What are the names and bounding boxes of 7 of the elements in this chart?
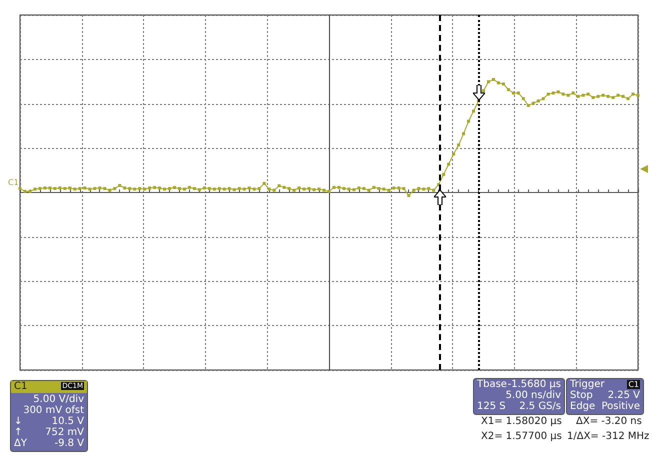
text: X2= 1.57700 µs	[481, 431, 562, 442]
text: C1	[8, 178, 19, 187]
text: ΔX= -3.20 ns	[576, 416, 642, 427]
timebase-panel: Tbase-1.5680 µs 5.00 ns/div 125 S 2.5 GS/s	[473, 378, 565, 415]
text: 1/ΔX= -312 MHz	[567, 431, 650, 442]
text: X1= 1.58020 µs	[481, 416, 562, 427]
trigger-panel: Trigger C1 Stop 2.25 V Edge Positive	[566, 378, 644, 415]
